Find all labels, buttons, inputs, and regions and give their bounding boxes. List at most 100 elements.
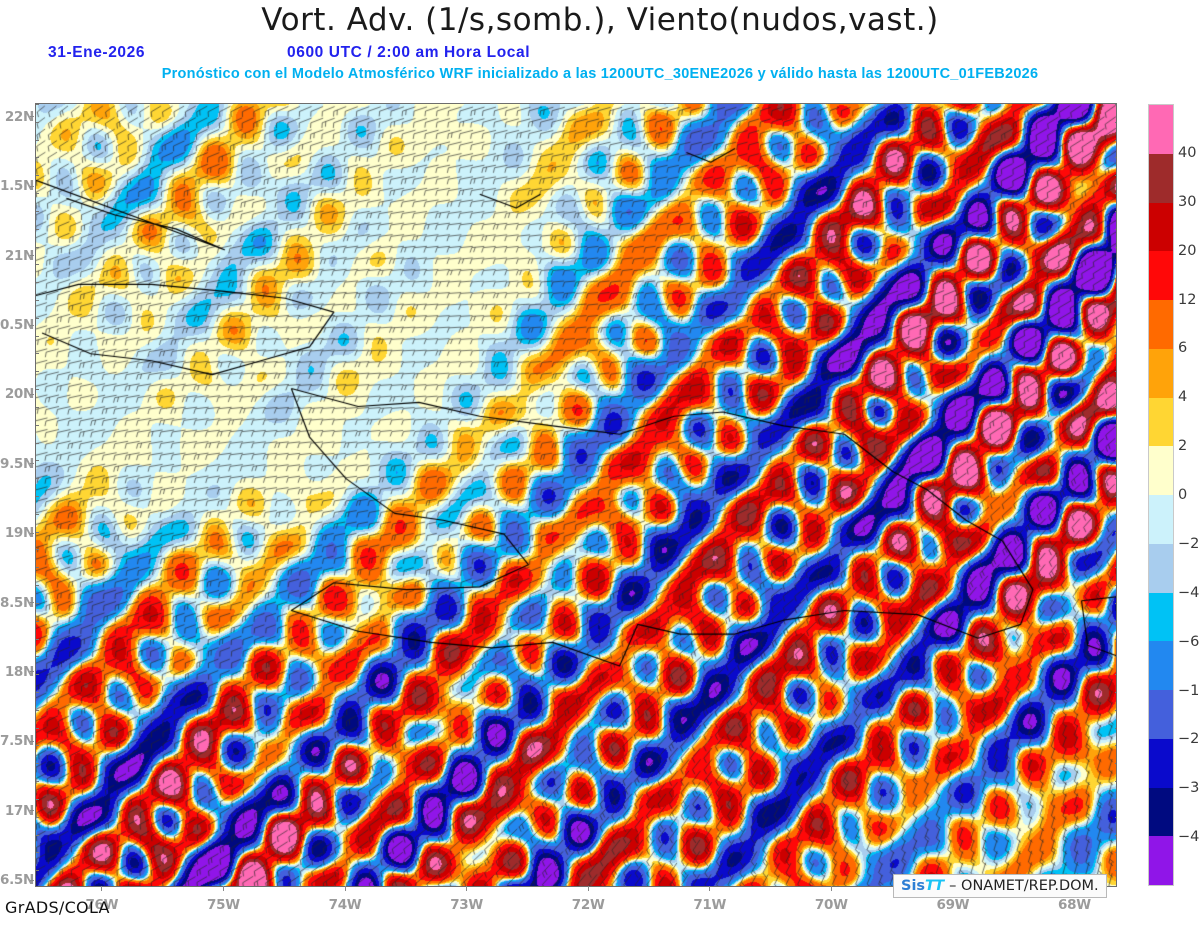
- plot-edge-tick: [1115, 496, 1116, 497]
- plot-edge-tick: [1115, 389, 1116, 391]
- plot-edge-tick: [1115, 816, 1116, 818]
- longitude-axis: 76W 75W 74W 73W 72W 71W 70W 69W 68W: [0, 886, 1200, 919]
- latitude-tick-mark: [30, 463, 34, 465]
- longitude-tick-label: 69W: [936, 897, 970, 913]
- plot-edge-tick: [1115, 442, 1116, 444]
- longitude-tick-label: 72W: [571, 897, 605, 913]
- colorbar-swatch: [1149, 495, 1173, 544]
- latitude-tick-mark: [30, 810, 34, 812]
- plot-edge-tick: [36, 513, 39, 515]
- grads-credit: GrADS/COLA: [5, 898, 110, 917]
- plot-edge-tick: [1115, 371, 1116, 373]
- plot-edge-tick: [36, 139, 39, 141]
- plot-edge-tick: [36, 496, 39, 497]
- logo-sis-text: Sis: [901, 878, 926, 894]
- plot-edge-tick: [1115, 870, 1116, 872]
- plot-edge-tick: [1115, 264, 1116, 266]
- plot-edge-tick: [1115, 282, 1116, 284]
- latitude-tick-mark: [30, 879, 34, 881]
- latitude-tick-mark: [30, 185, 34, 187]
- latitude-tick-label: 6.5N: [0, 872, 35, 889]
- latitude-tick-label: 17N: [4, 802, 34, 819]
- colorbar-swatch: [1149, 592, 1173, 642]
- latitude-tick-mark: [30, 532, 34, 534]
- plot-edge-tick: [36, 335, 39, 337]
- map-plot-area[interactable]: [35, 103, 1117, 887]
- colorbar-swatch: [1149, 202, 1173, 252]
- plot-edge-tick: [36, 727, 39, 729]
- forecast-date: 31-Ene-2026: [48, 44, 146, 61]
- latitude-tick-mark: [30, 393, 34, 395]
- plot-edge-tick: [36, 602, 39, 604]
- plot-edge-tick: [1115, 193, 1116, 195]
- plot-edge-tick: [1115, 549, 1116, 551]
- plot-edge-tick: [36, 852, 39, 854]
- longitude-tick-mark: [466, 886, 468, 891]
- plot-edge-tick: [36, 585, 39, 587]
- plot-edge-tick: [36, 656, 39, 658]
- vorticity-advection-shaded-field: [36, 104, 1116, 886]
- latitude-tick-label: 20N: [4, 386, 34, 403]
- plot-edge-tick: [1115, 585, 1116, 587]
- plot-edge-tick: [1115, 228, 1116, 230]
- plot-edge-tick: [36, 389, 39, 391]
- plot-edge-tick: [36, 157, 39, 159]
- colorbar-tick-label: 12: [1178, 291, 1197, 308]
- colorbar-swatch: [1149, 446, 1173, 495]
- plot-edge-tick: [1115, 210, 1116, 212]
- plot-edge-tick: [1115, 745, 1116, 747]
- plot-edge-tick: [1115, 317, 1116, 319]
- plot-edge-tick: [36, 264, 39, 266]
- longitude-tick-label: 73W: [450, 897, 483, 913]
- colorbar-tick-label: 2: [1178, 438, 1188, 455]
- longitude-tick-label: 71W: [693, 897, 727, 913]
- plot-edge-tick: [1115, 406, 1116, 408]
- plot-edge-tick: [1115, 335, 1116, 337]
- colorbar-swatch: [1149, 690, 1173, 739]
- agency-logo-box[interactable]: Sis TT – ONAMET/REP.DOM.: [893, 874, 1107, 898]
- plot-edge-tick: [1115, 656, 1116, 658]
- colorbar-tick-label: 6: [1178, 340, 1188, 357]
- forecast-time: 0600 UTC / 2:00 am Hora Local: [287, 44, 531, 61]
- plot-edge-tick: [1115, 674, 1116, 676]
- logo-tt-text: TT: [925, 878, 944, 894]
- plot-edge-tick: [36, 781, 39, 783]
- plot-edge-tick: [36, 549, 39, 551]
- colorbar-swatch: [1149, 105, 1173, 154]
- colorbar-tick-label: −4: [1178, 584, 1200, 601]
- longitude-tick-mark: [830, 886, 832, 891]
- plot-edge-tick: [1115, 852, 1116, 854]
- plot-edge-tick: [36, 638, 39, 640]
- plot-edge-tick: [36, 692, 39, 693]
- colorbar-tick-label: −20: [1178, 731, 1200, 748]
- latitude-tick-label: 22N: [4, 108, 34, 125]
- plot-edge-tick: [1115, 478, 1116, 480]
- plot-edge-tick: [36, 798, 39, 800]
- forecast-model-subtitle: Pronóstico con el Modelo Atmosférico WRF…: [161, 66, 1039, 82]
- plot-edge-tick: [36, 620, 39, 622]
- plot-edge-tick: [36, 282, 39, 284]
- plot-edge-tick: [1115, 513, 1116, 515]
- colorbar-tick-label: −12: [1178, 682, 1200, 699]
- longitude-tick-mark: [344, 886, 346, 891]
- plot-edge-tick: [36, 674, 39, 676]
- plot-edge-tick: [36, 193, 39, 195]
- colorbar[interactable]: [1148, 104, 1174, 886]
- latitude-tick-label: 19N: [4, 525, 34, 542]
- colorbar-tick-label: 30: [1178, 193, 1197, 210]
- colorbar-tick-label: 0: [1178, 487, 1188, 503]
- colorbar-swatch: [1149, 153, 1173, 203]
- plot-edge-tick: [1115, 692, 1116, 693]
- plot-edge-tick: [36, 175, 39, 177]
- plot-edge-tick: [1115, 300, 1116, 301]
- plot-edge-tick: [36, 816, 39, 818]
- plot-edge-tick: [36, 763, 39, 765]
- plot-edge-tick: [1115, 531, 1116, 533]
- plot-edge-tick: [36, 210, 39, 212]
- plot-edge-tick: [36, 317, 39, 319]
- longitude-tick-label: 70W: [814, 897, 848, 913]
- plot-edge-tick: [1115, 602, 1116, 604]
- logo-org-text: – ONAMET/REP.DOM.: [949, 878, 1099, 894]
- plot-edge-tick: [36, 104, 39, 105]
- plot-edge-tick: [36, 406, 39, 408]
